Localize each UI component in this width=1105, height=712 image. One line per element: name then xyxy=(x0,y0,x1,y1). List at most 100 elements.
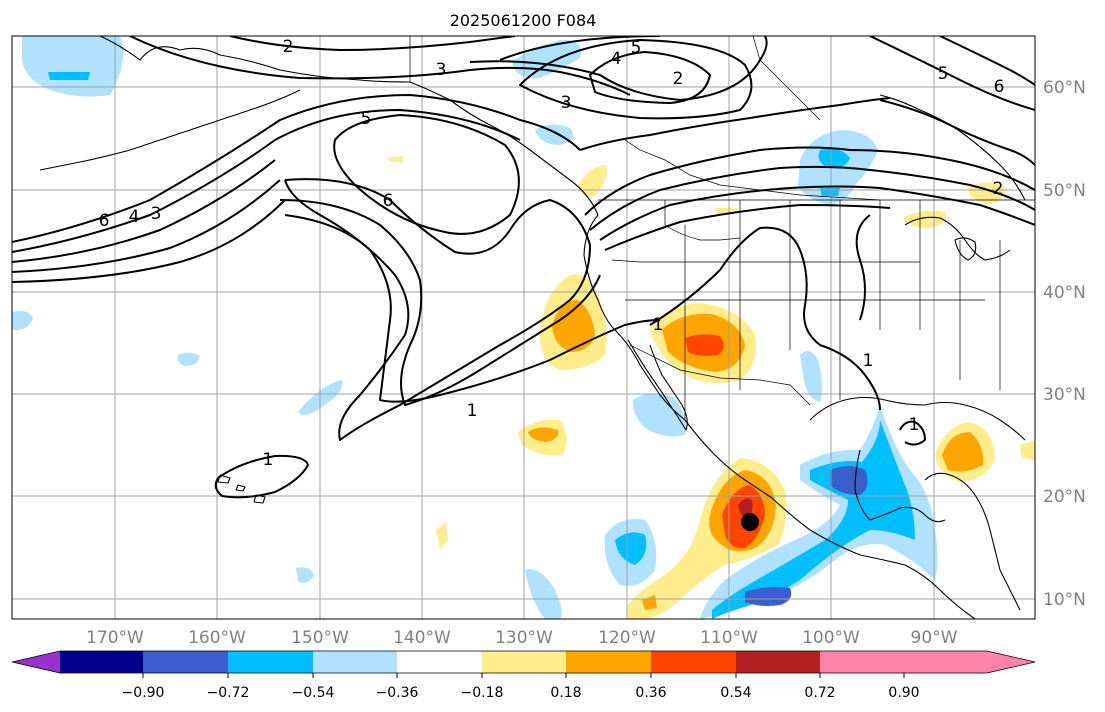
lon-label: 130°W xyxy=(495,628,553,648)
negative-anomaly-strong xyxy=(830,466,868,495)
positive-anomaly-strong xyxy=(685,334,724,356)
colorbar-tick-label: 0.90 xyxy=(888,685,919,701)
lat-label: 60°N xyxy=(1043,78,1086,98)
negative-anomaly-core xyxy=(615,532,647,565)
contour-label: 6 xyxy=(99,211,110,231)
contour-label: 4 xyxy=(129,207,140,227)
contour-line xyxy=(129,36,631,96)
contour-line xyxy=(599,185,1035,241)
contour-label: 3 xyxy=(436,60,447,80)
positive-anomaly-region xyxy=(578,165,607,197)
contour-line xyxy=(12,199,286,283)
longitude-labels: 170°W 160°W 150°W 140°W 130°W 120°W 110°… xyxy=(86,628,958,648)
contour-line xyxy=(604,204,891,251)
negative-anomaly-region xyxy=(296,567,314,583)
contour-line xyxy=(12,94,581,243)
lon-label: 160°W xyxy=(188,628,246,648)
contour-line xyxy=(879,99,1035,166)
colorbar-tick-label: −0.72 xyxy=(207,685,250,701)
negative-anomaly-region xyxy=(177,352,200,366)
contour-line xyxy=(649,226,881,411)
contour-line xyxy=(589,51,711,104)
positive-anomaly-region xyxy=(903,210,946,228)
contour-line xyxy=(469,36,768,101)
colorbar-ticks xyxy=(142,673,905,678)
lon-label: 140°W xyxy=(393,628,451,648)
contour-line xyxy=(12,159,276,263)
contour-line xyxy=(869,36,1035,111)
colorbar-segment xyxy=(482,651,566,673)
negative-anomaly-region xyxy=(525,569,562,619)
contour-line xyxy=(279,199,601,406)
negative-anomaly-core xyxy=(48,72,90,80)
lon-label: 100°W xyxy=(802,628,860,648)
lon-label: 90°W xyxy=(911,628,958,648)
contour-label: 6 xyxy=(994,77,1005,97)
contour-line xyxy=(584,146,1035,216)
colorbar-segment xyxy=(228,651,313,673)
contour-label: 4 xyxy=(611,49,622,69)
contour-label: 5 xyxy=(938,64,949,84)
contour-label: 3 xyxy=(561,93,572,113)
contour-label: 5 xyxy=(631,38,642,58)
contour-label: 1 xyxy=(863,351,874,371)
contour-line xyxy=(284,214,661,403)
lon-label: 150°W xyxy=(291,628,349,648)
lat-label: 10°N xyxy=(1043,590,1086,610)
storm-location-marker xyxy=(741,513,759,531)
colorbar-segment xyxy=(313,651,397,673)
colorbar-extend-right xyxy=(904,651,1035,673)
contour-line xyxy=(284,178,591,441)
contour-labels: 2 3 5 4 5 2 3 6 6 4 3 1 1 1 1 5 6 2 1 xyxy=(99,37,1005,470)
colorbar-tick-label: 0.36 xyxy=(635,685,666,701)
contour-line xyxy=(579,97,891,151)
colorbar-tick-label: −0.18 xyxy=(461,685,504,701)
colorbar-tick-label: −0.36 xyxy=(376,685,419,701)
contour-line xyxy=(519,39,753,120)
negative-anomaly-region xyxy=(535,124,574,145)
contour-label: 6 xyxy=(383,191,394,211)
contour-line xyxy=(214,454,309,499)
colorbar-segment xyxy=(397,651,482,673)
contour-line xyxy=(12,109,521,253)
positive-anomaly-core xyxy=(552,300,595,352)
colorbar-tick-label: 0.54 xyxy=(720,685,751,701)
positive-anomaly-core xyxy=(942,432,984,472)
negative-anomaly-region xyxy=(22,36,124,97)
contour-label: 2 xyxy=(283,37,294,57)
latitude-labels: 60°N 50°N 40°N 30°N 20°N 10°N xyxy=(1043,78,1086,610)
lon-label: 170°W xyxy=(86,628,144,648)
contour-line xyxy=(229,36,516,51)
contour-line xyxy=(589,165,1035,231)
lat-label: 40°N xyxy=(1043,283,1086,303)
colorbar-tick-labels: −0.90 −0.72 −0.54 −0.36 −0.18 0.18 0.36 … xyxy=(122,685,920,701)
colorbar: −0.90 −0.72 −0.54 −0.36 −0.18 0.18 0.36 … xyxy=(11,650,1036,701)
map-content: 2 3 5 4 5 2 3 6 6 4 3 1 1 1 1 5 6 2 1 xyxy=(11,35,1036,620)
contour-label: 1 xyxy=(467,401,478,421)
colorbar-tick-label: 0.72 xyxy=(804,685,835,701)
positive-anomaly-region xyxy=(436,522,448,550)
contour-line xyxy=(899,420,926,446)
map-frame xyxy=(11,35,1036,620)
contour-line xyxy=(855,214,871,321)
lat-label: 50°N xyxy=(1043,181,1086,201)
contour-label: 1 xyxy=(909,415,920,435)
colorbar-segment xyxy=(820,651,904,673)
contour-label: 5 xyxy=(361,109,372,129)
negative-anomaly-region xyxy=(632,393,687,437)
colorbar-segment xyxy=(143,651,228,673)
contour-line xyxy=(333,114,520,235)
contour-line xyxy=(12,179,281,273)
colorbar-tick-label: −0.54 xyxy=(292,685,335,701)
colorbar-segment xyxy=(566,651,651,673)
negative-anomaly-core xyxy=(820,188,840,196)
negative-anomaly-region xyxy=(800,351,823,402)
lat-label: 20°N xyxy=(1043,487,1086,507)
negative-anomaly-strong xyxy=(745,587,792,606)
contour-label: 3 xyxy=(151,204,162,224)
positive-anomaly-region xyxy=(387,156,404,162)
colorbar-segment xyxy=(60,651,143,673)
lon-label: 120°W xyxy=(598,628,656,648)
contour-lines xyxy=(12,36,1035,499)
lat-label: 30°N xyxy=(1043,385,1086,405)
